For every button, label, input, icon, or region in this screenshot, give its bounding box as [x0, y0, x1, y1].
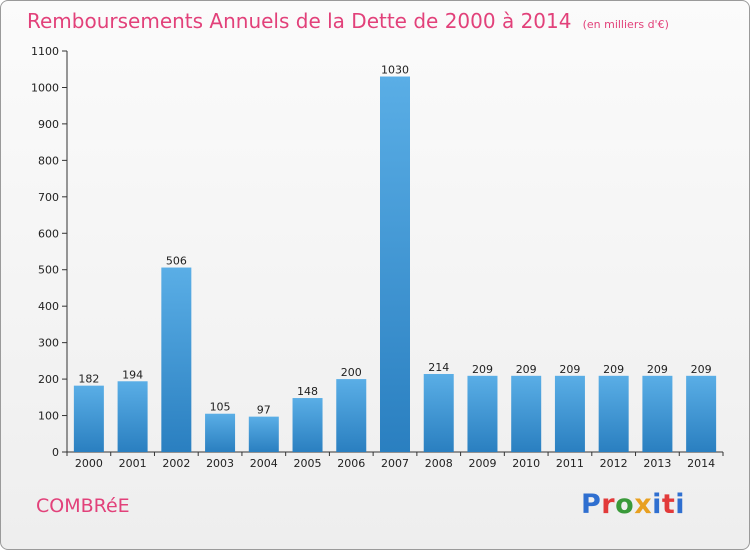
bar — [423, 373, 454, 452]
commune-name: COMBRéE — [36, 495, 130, 517]
bar-value-label: 105 — [210, 401, 231, 414]
y-tick-label: 1000 — [31, 81, 59, 94]
x-tick-label: 2009 — [468, 457, 496, 470]
x-tick-label: 2002 — [162, 457, 190, 470]
bar — [248, 416, 279, 452]
y-tick-label: 900 — [38, 118, 59, 131]
bar-value-label: 209 — [516, 363, 537, 376]
y-tick-label: 0 — [52, 446, 59, 459]
x-tick-label: 2011 — [556, 457, 584, 470]
logo-letter: P — [581, 489, 602, 520]
bar-value-label: 209 — [472, 363, 493, 376]
x-tick-label: 2010 — [512, 457, 540, 470]
logo-letter: t — [661, 489, 676, 520]
y-tick-label: 100 — [38, 410, 59, 423]
y-tick-label: 200 — [38, 373, 59, 386]
bar — [205, 413, 236, 452]
bar-value-label: 148 — [297, 385, 318, 398]
y-tick-label: 300 — [38, 337, 59, 350]
logo-letter: i — [675, 489, 686, 520]
bar — [686, 375, 717, 452]
bar-value-label: 214 — [428, 361, 449, 374]
logo-letter: r — [601, 489, 616, 520]
y-tick-label: 500 — [38, 264, 59, 277]
bar-value-label: 209 — [559, 363, 580, 376]
bar-value-label: 182 — [78, 373, 99, 386]
chart-title-main: Remboursements Annuels de la Dette de 20… — [27, 9, 572, 33]
logo-letter: x — [634, 489, 653, 520]
chart-unit: (en milliers d'€) — [582, 18, 669, 31]
x-tick-label: 2007 — [381, 457, 409, 470]
bar — [292, 398, 323, 452]
bar — [380, 76, 410, 452]
bar — [73, 385, 104, 452]
bar-value-label: 506 — [166, 255, 187, 268]
bar-value-label: 194 — [122, 368, 143, 381]
logo-letter: i — [652, 489, 662, 520]
chart-title: Remboursements Annuels de la Dette de 20… — [27, 9, 669, 33]
bar — [598, 375, 629, 452]
x-tick-label: 2005 — [294, 457, 322, 470]
x-tick-label: 2006 — [337, 457, 365, 470]
bar-value-label: 209 — [647, 363, 668, 376]
x-tick-label: 2012 — [600, 457, 628, 470]
bar — [161, 267, 192, 452]
bar — [642, 375, 673, 452]
bar-value-label: 200 — [341, 366, 362, 379]
bar — [467, 375, 498, 452]
x-tick-label: 2004 — [250, 457, 278, 470]
y-tick-label: 600 — [38, 227, 59, 240]
y-tick-label: 800 — [38, 154, 59, 167]
x-tick-label: 2003 — [206, 457, 234, 470]
x-tick-label: 2014 — [687, 457, 715, 470]
y-tick-label: 700 — [38, 191, 59, 204]
bar — [554, 375, 585, 452]
x-tick-label: 2000 — [75, 457, 103, 470]
bar — [511, 375, 542, 452]
bar-value-label: 209 — [691, 363, 712, 376]
bar — [336, 379, 367, 452]
bar-value-label: 1030 — [381, 64, 409, 77]
bar — [117, 381, 148, 452]
x-tick-label: 2001 — [119, 457, 147, 470]
y-tick-label: 400 — [38, 300, 59, 313]
proxiti-logo: Proxiti — [581, 489, 685, 520]
y-tick-label: 1100 — [31, 45, 59, 58]
x-tick-label: 2013 — [643, 457, 671, 470]
bar-value-label: 209 — [603, 363, 624, 376]
bar-value-label: 97 — [257, 404, 271, 417]
logo-letter: o — [615, 489, 635, 520]
x-tick-label: 2008 — [425, 457, 453, 470]
